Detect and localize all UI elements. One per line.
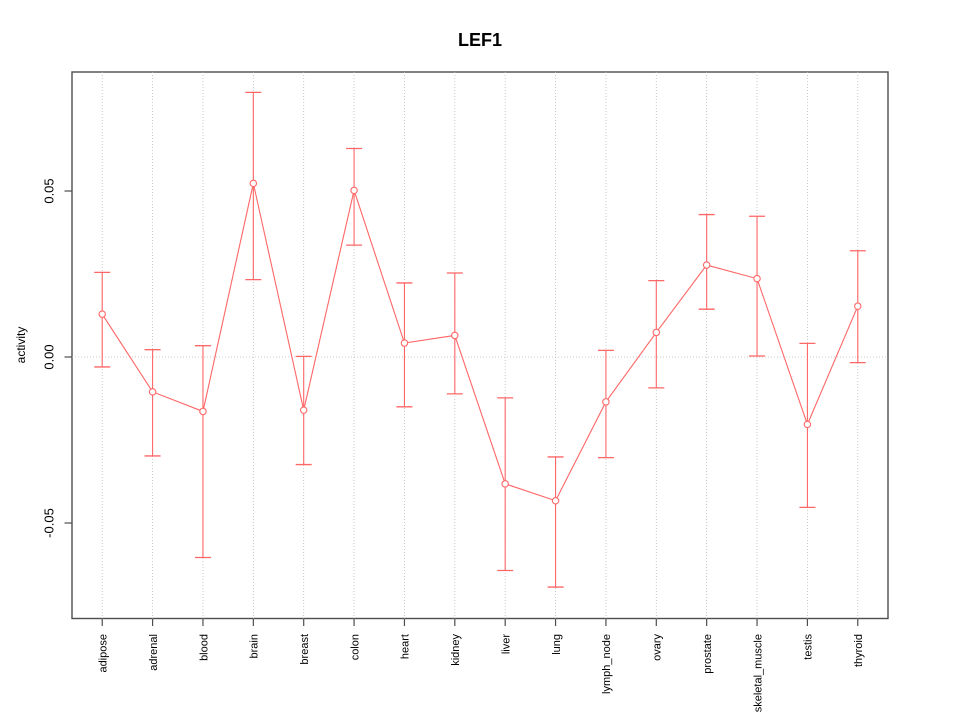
svg-text:lymph_node: lymph_node (601, 634, 613, 694)
svg-text:thyroid: thyroid (853, 634, 865, 667)
svg-text:-0.05: -0.05 (41, 508, 56, 538)
svg-text:breast: breast (299, 634, 311, 665)
svg-text:kidney: kidney (450, 634, 462, 666)
svg-text:LEF1: LEF1 (458, 30, 502, 50)
svg-text:testis: testis (803, 634, 815, 660)
svg-text:lung: lung (551, 634, 563, 655)
svg-text:colon: colon (349, 634, 361, 660)
svg-text:blood: blood (198, 634, 210, 661)
svg-text:heart: heart (400, 634, 412, 659)
svg-text:prostate: prostate (702, 634, 714, 674)
svg-text:activity: activity (14, 327, 28, 364)
svg-text:ovary: ovary (652, 634, 664, 661)
svg-text:liver: liver (500, 634, 512, 655)
svg-text:adipose: adipose (98, 634, 110, 673)
svg-text:brain: brain (249, 634, 261, 658)
svg-text:0.00: 0.00 (41, 344, 56, 369)
svg-text:adrenal: adrenal (148, 634, 160, 671)
svg-text:0.05: 0.05 (41, 178, 56, 203)
svg-text:skeletal_muscle: skeletal_muscle (752, 634, 764, 712)
